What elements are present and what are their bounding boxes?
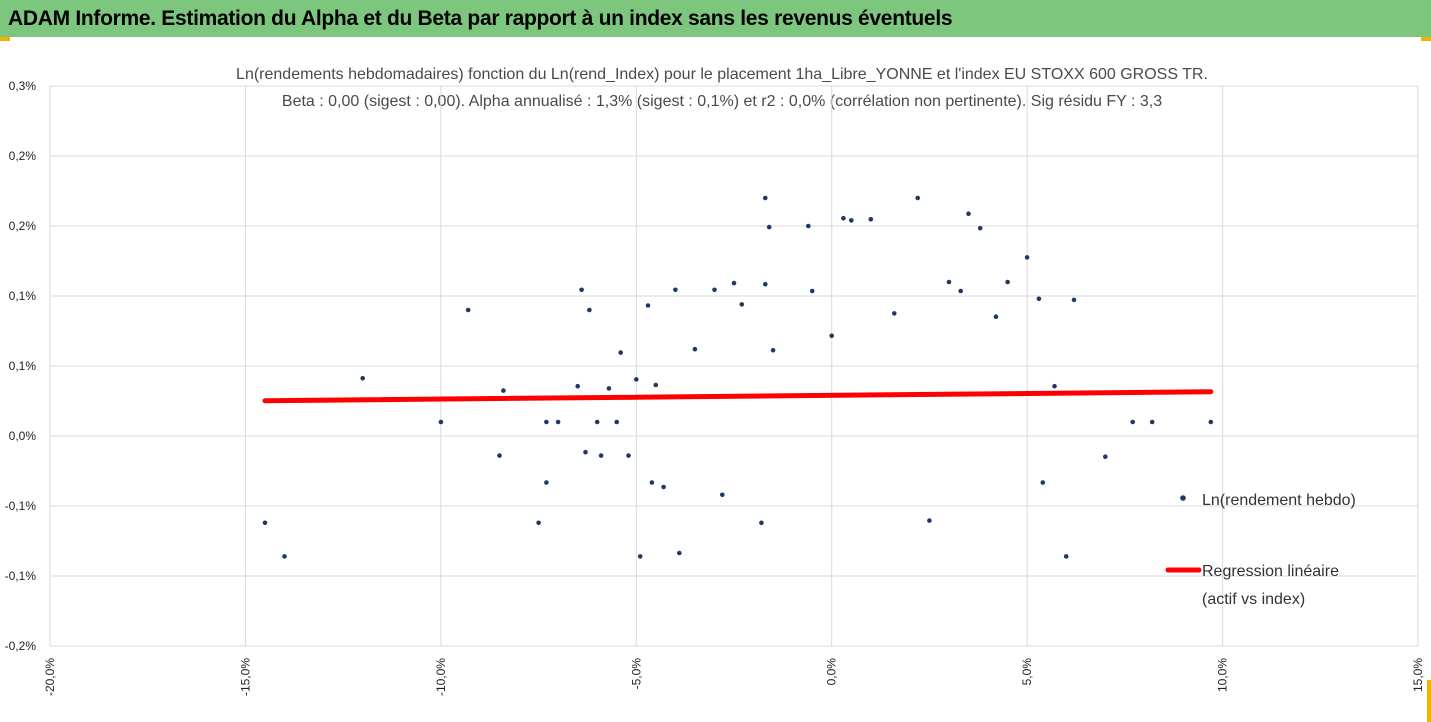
data-point xyxy=(759,520,764,526)
data-point xyxy=(438,419,444,425)
y-tick-label: -0,1% xyxy=(5,499,37,513)
data-point xyxy=(829,333,834,339)
data-point xyxy=(927,518,932,523)
y-tick-label: 0,3% xyxy=(9,79,37,93)
data-point xyxy=(653,382,659,388)
plot-marks xyxy=(262,195,1214,559)
data-point xyxy=(536,520,541,526)
legend-label-points: Ln(rendement hebdo) xyxy=(1202,492,1356,509)
data-point xyxy=(739,302,745,307)
chart-title-line2: Beta : 0,00 (sigest : 0,00). Alpha annua… xyxy=(282,93,1162,110)
data-point xyxy=(360,376,366,381)
data-point xyxy=(645,303,651,308)
data-point xyxy=(770,348,776,353)
regression-line xyxy=(262,389,1214,404)
axis-tick-labels: 0,3%0,2%0,2%0,1%0,1%0,0%-0,1%-0,1%-0,2%-… xyxy=(5,79,1425,696)
data-point xyxy=(766,224,772,230)
corner-mark-right xyxy=(1421,37,1431,41)
data-point xyxy=(598,453,604,458)
data-point xyxy=(594,419,600,425)
data-point xyxy=(544,419,549,425)
legend: Ln(rendement hebdo) Regression linéaire … xyxy=(1165,492,1356,608)
y-tick-label: -0,1% xyxy=(5,569,37,583)
x-tick-label: 10,0% xyxy=(1216,658,1230,692)
legend-marker-points xyxy=(1180,495,1186,501)
scatter-chart: Ln(rendements hebdomadaires) fonction du… xyxy=(5,66,1425,696)
corner-mark-bottom-right xyxy=(1427,680,1431,722)
data-point xyxy=(915,195,920,201)
legend-label-regression-line2: (actif vs index) xyxy=(1202,591,1305,608)
legend-label-regression-line1: Regression linéaire xyxy=(1202,563,1339,580)
x-tick-label: -10,0% xyxy=(434,658,448,696)
data-point xyxy=(763,195,768,201)
data-point xyxy=(618,350,623,355)
data-point xyxy=(1024,255,1030,260)
data-point xyxy=(497,453,502,458)
data-point xyxy=(1063,554,1069,559)
corner-mark-left xyxy=(0,37,10,41)
x-tick-label: 5,0% xyxy=(1020,658,1034,686)
data-point xyxy=(720,492,725,498)
data-point xyxy=(993,314,999,320)
data-point xyxy=(1052,383,1057,389)
data-point xyxy=(614,419,619,425)
data-point xyxy=(1005,279,1010,285)
data-point xyxy=(892,311,897,316)
y-tick-label: 0,2% xyxy=(9,219,37,233)
data-point xyxy=(626,453,631,458)
data-point xyxy=(731,280,737,286)
y-tick-label: 0,0% xyxy=(9,429,37,443)
data-point xyxy=(677,550,682,556)
data-point xyxy=(465,307,471,313)
data-point xyxy=(806,223,811,229)
x-tick-label: 15,0% xyxy=(1411,658,1425,692)
data-point xyxy=(634,377,639,382)
y-tick-label: 0,2% xyxy=(9,149,37,163)
data-point xyxy=(849,218,854,223)
data-point xyxy=(1208,419,1214,425)
data-point xyxy=(661,484,666,490)
data-point xyxy=(579,287,584,293)
data-point xyxy=(555,419,561,425)
data-point xyxy=(692,346,698,352)
data-point xyxy=(282,554,287,559)
data-point xyxy=(673,287,678,293)
data-point xyxy=(712,287,717,293)
data-point xyxy=(977,225,983,231)
data-point xyxy=(1071,297,1077,303)
data-point xyxy=(809,288,815,294)
x-tick-label: 0,0% xyxy=(825,658,839,686)
data-point xyxy=(966,211,971,216)
grid-lines xyxy=(49,85,1419,647)
data-point xyxy=(1036,296,1042,302)
x-tick-label: -20,0% xyxy=(43,658,57,696)
data-point xyxy=(544,480,549,485)
data-point xyxy=(637,554,643,559)
data-point xyxy=(575,383,580,389)
y-tick-label: -0,2% xyxy=(5,639,37,653)
data-point xyxy=(501,388,506,393)
x-tick-label: -15,0% xyxy=(238,658,252,696)
data-point xyxy=(1149,419,1155,425)
data-point xyxy=(868,217,874,222)
data-point xyxy=(946,279,952,285)
data-point xyxy=(958,288,963,294)
report-title: ADAM Informe. Estimation du Alpha et du … xyxy=(8,7,953,30)
data-point xyxy=(583,449,588,455)
data-point xyxy=(1130,419,1135,425)
data-point xyxy=(841,215,846,221)
chart-title-line1: Ln(rendements hebdomadaires) fonction du… xyxy=(236,66,1208,83)
data-point xyxy=(262,520,268,526)
data-point xyxy=(763,281,768,287)
report-header: ADAM Informe. Estimation du Alpha et du … xyxy=(0,0,1431,37)
y-tick-label: 0,1% xyxy=(9,359,37,373)
data-point xyxy=(1103,454,1108,460)
data-point xyxy=(587,307,592,313)
data-point xyxy=(606,386,612,391)
data-point xyxy=(649,480,655,485)
legend-label-regression: Regression linéaire (actif vs index) xyxy=(1202,563,1343,608)
y-tick-label: 0,1% xyxy=(9,289,37,303)
data-point xyxy=(1040,480,1046,485)
x-tick-label: -5,0% xyxy=(629,658,643,690)
